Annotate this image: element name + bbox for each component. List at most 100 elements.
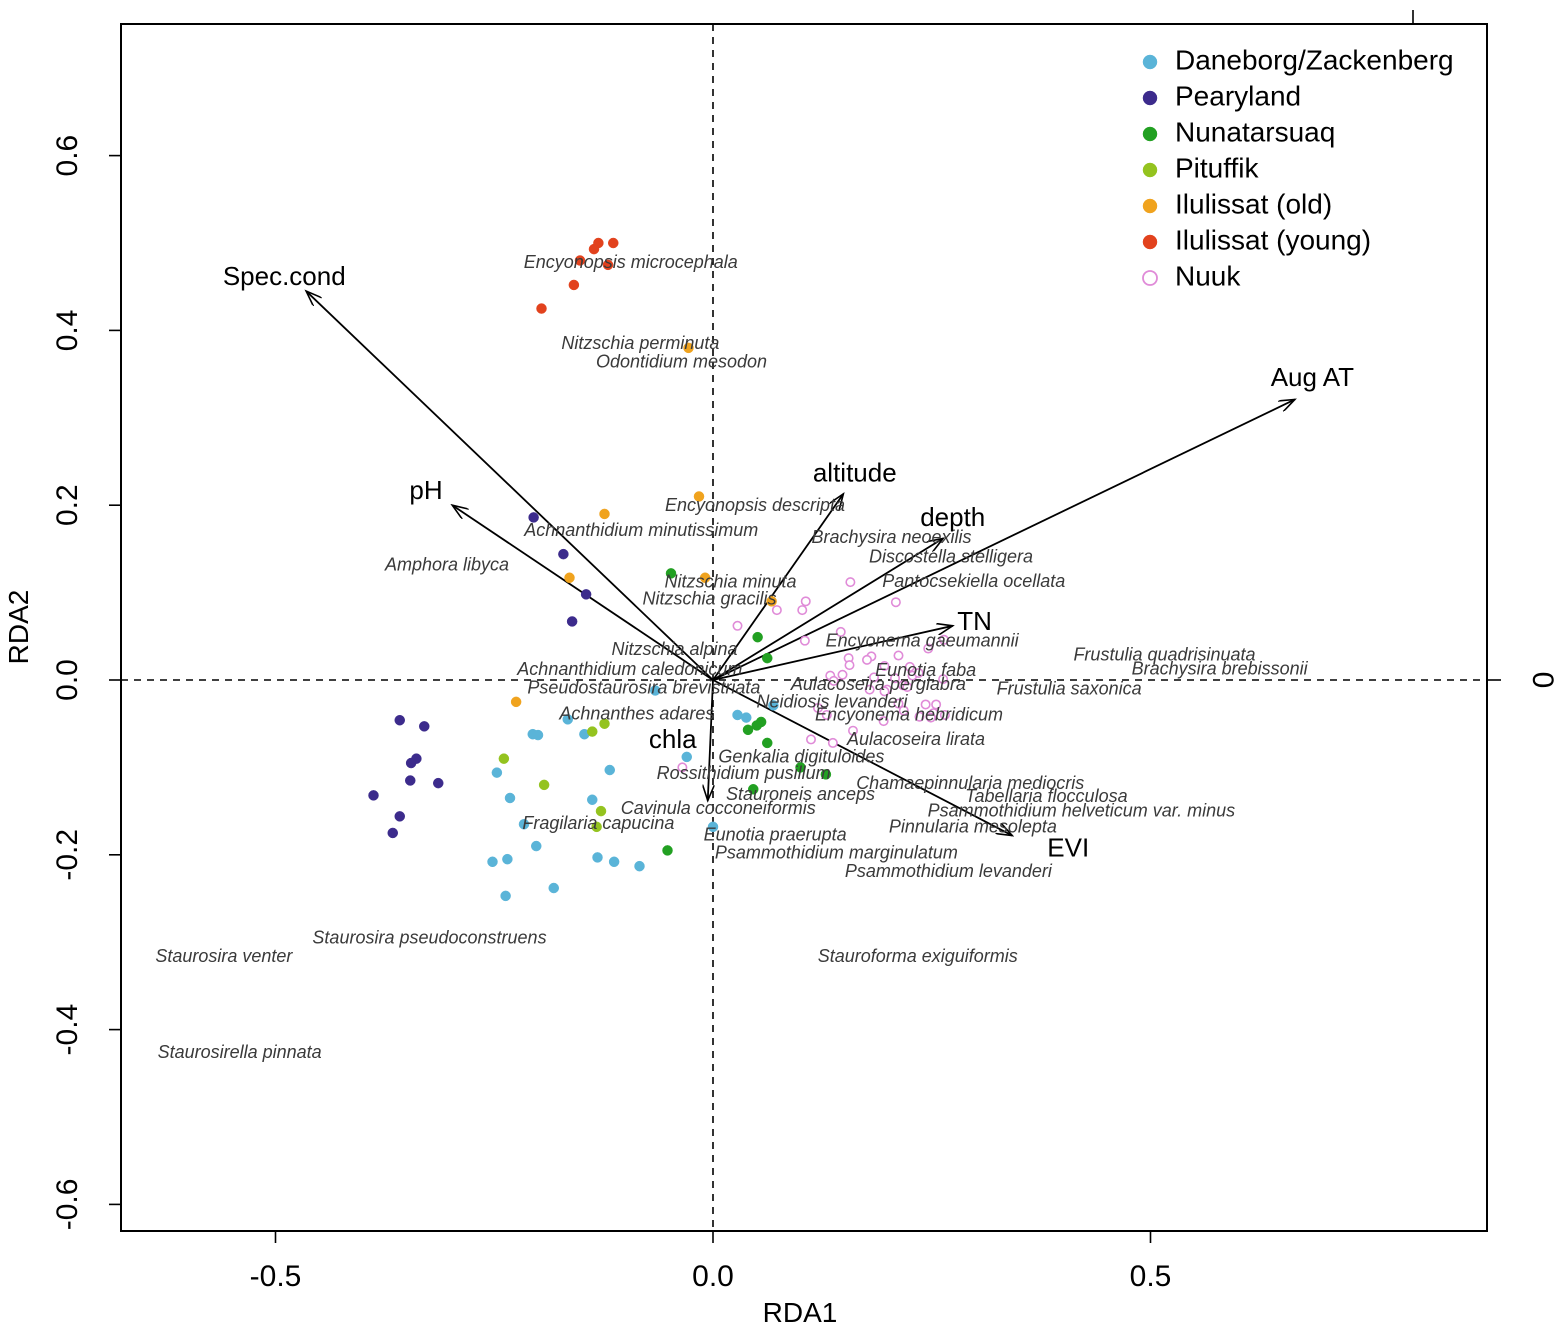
vector-label-ph: pH <box>409 475 442 505</box>
species-label-achnanthidium-minutissimum: Achnanthidium minutissimum <box>523 520 758 540</box>
point-pearyland <box>368 790 379 801</box>
reference-lines <box>121 24 1487 1231</box>
point-pituffik <box>538 779 550 791</box>
point-nuuk <box>893 650 904 661</box>
vector-spec-cond <box>306 291 714 681</box>
point-ilulissat-young <box>574 255 586 266</box>
point-nuuk <box>898 705 909 716</box>
point-nuuk <box>797 605 808 616</box>
point-nuuk <box>893 698 904 709</box>
species-label-aulacoseira-perglabra: Aulacoseira perglabra <box>790 674 966 694</box>
point-nuuk <box>925 712 936 723</box>
point-nuuk <box>845 577 856 588</box>
vector-aug-at <box>712 399 1295 681</box>
legend-label-pearyland: Pearyland <box>1175 80 1301 111</box>
vector-label-chla: chla <box>649 724 697 754</box>
vector-label-aug-at: Aug AT <box>1271 362 1354 392</box>
point-ilulissat-old <box>693 491 705 502</box>
vector-altitude <box>712 494 843 681</box>
species-label-encyonema-hebridicum: Encyonema hebridicum <box>815 705 1003 725</box>
point-pearyland <box>566 616 578 627</box>
point-nuuk <box>771 605 782 616</box>
species-label-eunotia-faba: Eunotia faba <box>875 660 976 680</box>
point-nuuk <box>879 686 890 697</box>
species-label-nitzschia-gracilis: Nitzschia gracilis <box>642 588 776 608</box>
point-nuuk <box>847 725 858 736</box>
y-tick-label: -0.6 <box>51 1179 84 1231</box>
point-daneborg-zackenberg <box>732 709 743 721</box>
point-daneborg-zackenberg <box>491 767 503 778</box>
species-label-psammothidium-marginulatum: Psammothidium marginulatum <box>715 843 958 863</box>
point-ilulissat-young <box>588 243 600 255</box>
point-pearyland <box>580 589 592 600</box>
vector-label-depth: depth <box>920 502 985 532</box>
species-labels: Encyonopsis microcephala Nitzschia permin… <box>155 252 1308 1062</box>
point-nuuk <box>931 699 942 710</box>
legend-marker-nunatarsuaq <box>1142 126 1158 142</box>
point-nunatarsuaq <box>752 631 763 643</box>
species-label-eunotia-praerupta: Eunotia praerupta <box>704 824 847 844</box>
axis-ticks: -0.5 0.0 0.5 -0.6 -0.4 -0.2 0.0 0.2 0.4 0.6 0 <box>51 10 1559 1293</box>
species-label-pantocsekiella-ocellata: Pantocsekiella ocellata <box>882 571 1065 591</box>
point-ilulissat-old <box>766 596 777 607</box>
species-label-nitzschia-perminuta: Nitzschia perminuta <box>561 333 719 353</box>
point-pituffik <box>587 726 598 737</box>
legend-label-ilulissat-old: Ilulissat (old) <box>1175 188 1332 219</box>
point-nuuk <box>938 674 949 685</box>
point-nuuk <box>920 699 931 710</box>
species-label-pinnularia-mesolepta: Pinnularia mesolepta <box>889 816 1057 836</box>
species-label-brachysira-neoexilis: Brachysira neoexilis <box>811 527 971 547</box>
point-nuuk <box>939 709 950 720</box>
point-nuuk <box>812 702 823 713</box>
point-nuuk <box>827 737 838 748</box>
species-label-achnanthes-adares: Achnanthes adares <box>558 704 714 724</box>
legend-marker-ilulissat-young <box>1142 234 1158 250</box>
point-nuuk <box>835 626 846 637</box>
point-pearyland <box>558 548 569 560</box>
sample-points <box>368 237 950 902</box>
point-daneborg-zackenberg <box>548 882 559 894</box>
point-pearyland <box>419 721 430 732</box>
vector-label-spec-cond: Spec.cond <box>223 261 346 291</box>
point-nuuk <box>890 597 901 608</box>
y-tick-label: -0.2 <box>51 829 84 881</box>
legend-marker-nuuk <box>1142 270 1158 286</box>
point-nuuk <box>879 661 890 672</box>
point-nunatarsuaq <box>762 737 773 749</box>
point-ilulissat-young <box>602 259 614 271</box>
point-ilulissat-old <box>564 572 575 583</box>
legend-label-daneborg-zackenberg: Daneborg/Zackenberg <box>1175 44 1454 75</box>
species-label-encyonema-gaeumannii: Encyonema gaeumannii <box>826 630 1020 650</box>
point-nuuk <box>800 596 811 607</box>
environmental-vectors: Spec.cond Aug AT altitude depth pH TN EVI chla <box>223 261 1354 863</box>
point-nuuk <box>878 716 889 727</box>
point-nunatarsuaq <box>665 568 677 579</box>
point-nuuk <box>923 643 934 654</box>
point-nunatarsuaq <box>748 784 759 795</box>
x-axis-title: RDA1 <box>763 1297 838 1328</box>
y-tick-label: 0.0 <box>51 659 84 701</box>
x-tick-label: -0.5 <box>250 1260 302 1293</box>
vector-label-evi: EVI <box>1047 832 1089 862</box>
point-ilulissat-young <box>536 303 547 314</box>
point-nuuk <box>805 734 816 745</box>
point-nuuk <box>914 711 925 722</box>
point-nuuk <box>821 709 832 720</box>
point-nuuk <box>799 635 810 646</box>
point-daneborg-zackenberg <box>768 700 779 711</box>
point-pearyland <box>394 714 405 726</box>
point-nuuk <box>868 672 879 683</box>
species-label-staurosira-pseudoconstruens: Staurosira pseudoconstruens <box>312 927 546 947</box>
point-pearyland <box>433 777 444 789</box>
species-label-nitzschia-minuta: Nitzschia minuta <box>664 572 796 592</box>
point-nuuk <box>902 681 913 692</box>
right-tick-label: 0 <box>1526 672 1559 689</box>
point-pearyland <box>394 811 405 822</box>
species-label-encyonopsis-descripta: Encyonopsis descripta <box>665 495 845 515</box>
species-label-frustulia-quadrisinuata: Frustulia quadrisinuata <box>1073 644 1255 664</box>
species-label-psammothidium-helveticum-var-minus: Psammothidium helveticum var. minus <box>928 801 1235 821</box>
legend-label-pituffik: Pituffik <box>1175 152 1260 183</box>
point-pituffik <box>591 821 602 833</box>
point-daneborg-zackenberg <box>741 712 752 723</box>
point-daneborg-zackenberg <box>650 685 661 696</box>
